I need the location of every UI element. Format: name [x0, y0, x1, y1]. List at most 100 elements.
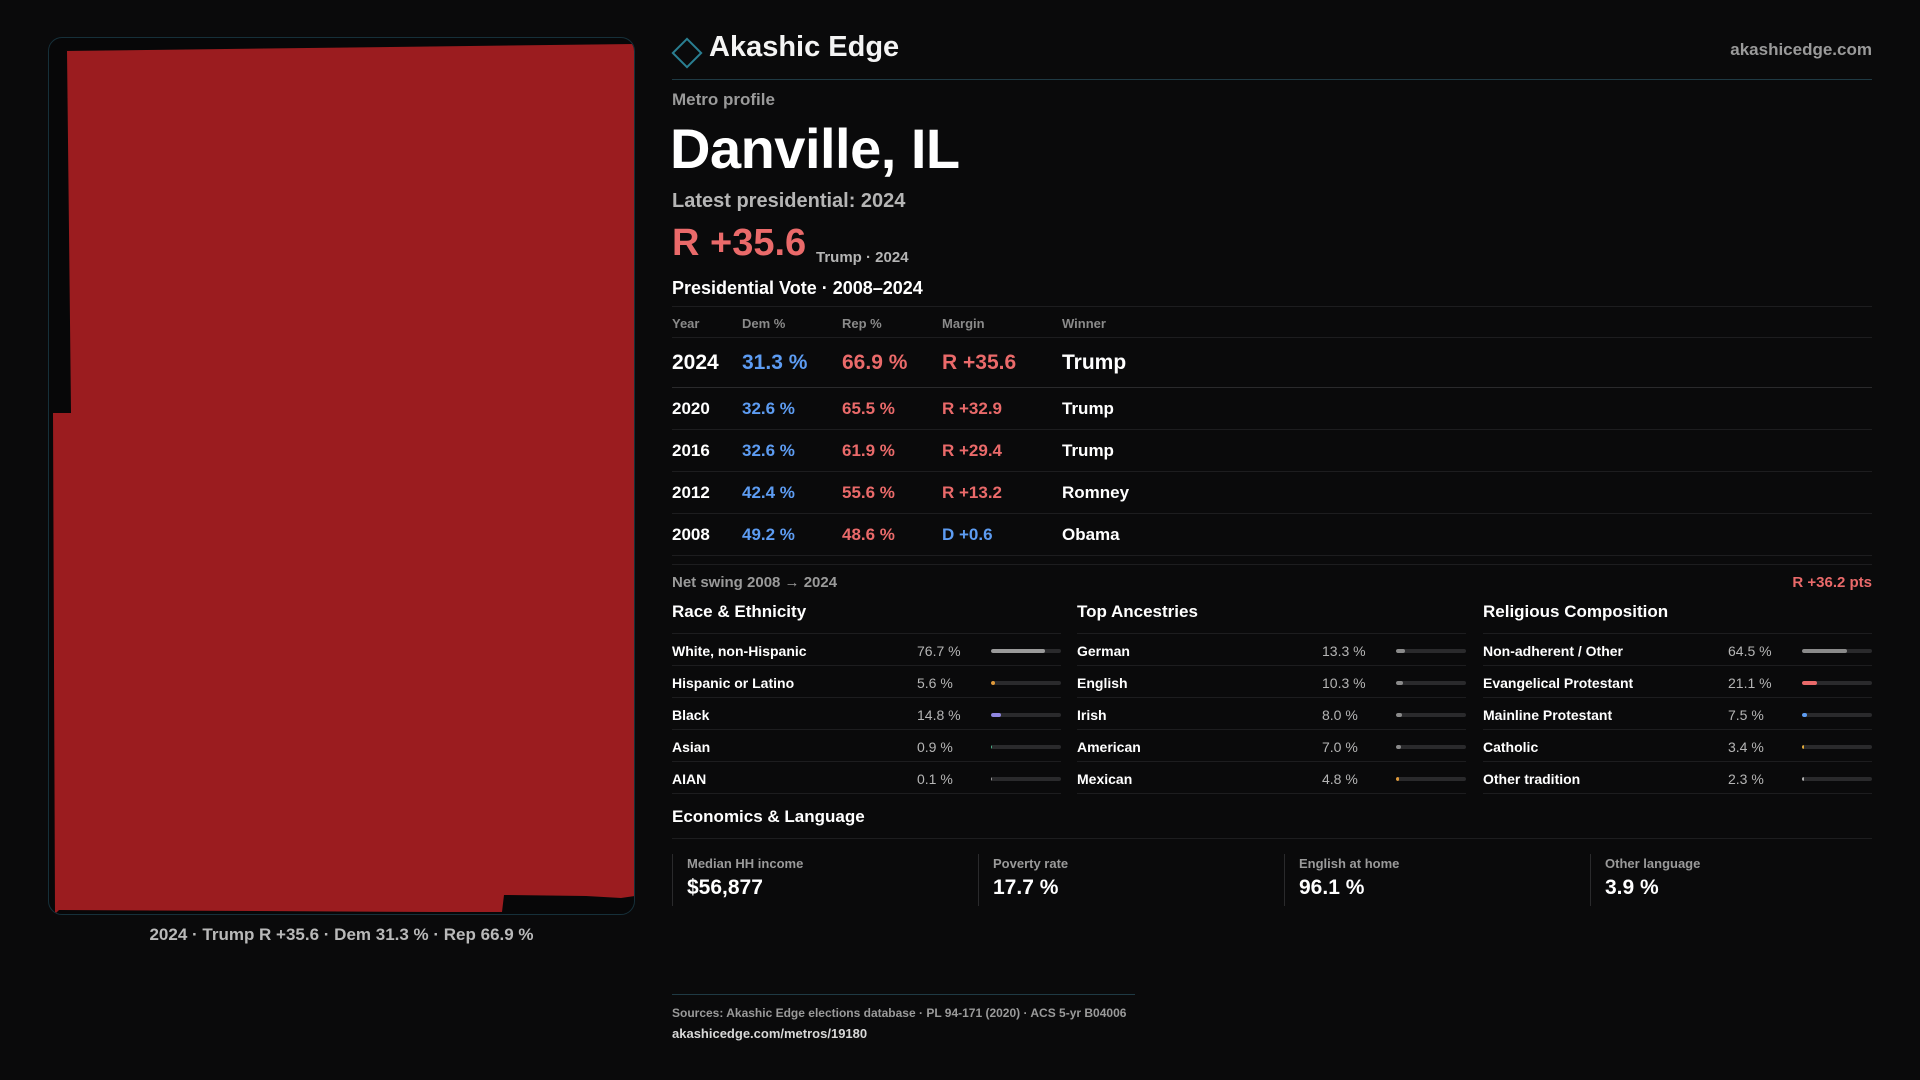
share-bar	[1802, 713, 1872, 717]
page-eyebrow: Metro profile	[672, 90, 775, 109]
item-label: German	[1077, 643, 1130, 659]
cell-winner: Trump	[1062, 351, 1127, 374]
panel-title: Race & Ethnicity	[672, 602, 1061, 634]
item-label: Catholic	[1483, 739, 1539, 755]
presidential-vote-title: Presidential Vote · 2008–2024	[672, 278, 923, 298]
list-item: White, non-Hispanic 76.7 %	[672, 634, 1061, 666]
page-title: Danville, IL	[670, 117, 960, 180]
list-item: Hispanic or Latino 5.6 %	[672, 666, 1061, 698]
list-item: English 10.3 %	[1077, 666, 1466, 698]
share-bar	[991, 713, 1061, 717]
share-bar-fill	[1802, 745, 1805, 749]
footer-url-link[interactable]: akashicedge.com/metros/19180	[672, 1026, 868, 1041]
cell-margin: D +0.6	[942, 525, 993, 544]
net-swing-row: Net swing 2008 → 2024 R +36.2 pts	[672, 564, 1872, 598]
share-bar-fill	[991, 681, 995, 685]
stat-value: 96.1 %	[1299, 876, 1365, 899]
item-value: 4.8 %	[1322, 771, 1358, 787]
cell-year: 2012	[672, 483, 710, 502]
share-bar-fill	[1396, 745, 1401, 749]
share-bar	[1396, 777, 1466, 781]
latest-margin: R +35.6	[672, 222, 807, 264]
item-value: 7.5 %	[1728, 707, 1764, 723]
stat-card-other-language: Other language 3.9 %	[1590, 854, 1880, 906]
religion-panel: Religious Composition Non-adherent / Oth…	[1483, 602, 1872, 794]
item-label: Mexican	[1077, 771, 1133, 787]
item-label: American	[1077, 739, 1141, 755]
table-row: 2008 49.2 % 48.6 % D +0.6 Obama	[672, 514, 1872, 556]
stat-label: Median HH income	[687, 856, 804, 871]
cell-rep: 66.9 %	[842, 351, 908, 374]
share-bar	[1802, 777, 1872, 781]
cell-winner: Trump	[1062, 441, 1114, 460]
item-label: Evangelical Protestant	[1483, 675, 1634, 691]
stat-label: Poverty rate	[993, 856, 1069, 871]
cell-dem: 31.3 %	[742, 351, 808, 374]
stat-value: 3.9 %	[1605, 876, 1659, 899]
col-winner: Winner	[1062, 316, 1106, 331]
brand-name[interactable]: Akashic Edge	[709, 31, 900, 63]
item-label: White, non-Hispanic	[672, 643, 807, 659]
cell-year: 2016	[672, 441, 710, 460]
item-value: 64.5 %	[1728, 643, 1772, 659]
share-bar	[1802, 745, 1872, 749]
share-bar-fill	[1802, 777, 1804, 781]
share-bar	[991, 745, 1061, 749]
share-bar-fill	[991, 777, 993, 781]
brand-header: Akashic Edge akashicedge.com	[671, 30, 1872, 80]
item-label: Asian	[672, 739, 711, 755]
stat-label: English at home	[1299, 856, 1400, 871]
share-bar-fill	[1802, 649, 1848, 653]
cell-margin: R +29.4	[942, 441, 1003, 460]
list-item: Catholic 3.4 %	[1483, 730, 1872, 762]
county-map-svg	[53, 44, 634, 914]
item-value: 14.8 %	[917, 707, 961, 723]
share-bar	[1396, 745, 1466, 749]
share-bar-fill	[1396, 681, 1404, 685]
col-dem: Dem %	[742, 316, 786, 331]
share-bar-fill	[1802, 681, 1817, 685]
list-item: AIAN 0.1 %	[672, 762, 1061, 794]
cell-winner: Obama	[1062, 525, 1120, 544]
county-shape	[53, 44, 634, 914]
item-label: Hispanic or Latino	[672, 675, 795, 691]
item-label: Black	[672, 707, 710, 723]
table-row: 2016 32.6 % 61.9 % R +29.4 Trump	[672, 430, 1872, 472]
share-bar	[991, 777, 1061, 781]
cell-year: 2008	[672, 525, 710, 544]
county-map	[48, 37, 635, 915]
list-item: German 13.3 %	[1077, 634, 1466, 666]
economics-title: Economics & Language	[672, 807, 1872, 839]
cell-rep: 48.6 %	[842, 525, 895, 544]
list-item: American 7.0 %	[1077, 730, 1466, 762]
race-ethnicity-panel: Race & Ethnicity White, non-Hispanic 76.7…	[672, 602, 1061, 794]
stat-value: 17.7 %	[993, 876, 1059, 899]
cell-rep: 55.6 %	[842, 483, 895, 502]
logo-diamond-icon	[671, 37, 703, 69]
list-item: Mexican 4.8 %	[1077, 762, 1466, 794]
col-rep: Rep %	[842, 316, 882, 331]
item-label: Irish	[1077, 707, 1107, 723]
item-value: 76.7 %	[917, 643, 961, 659]
share-bar	[1396, 649, 1466, 653]
table-row: 2012 42.4 % 55.6 % R +13.2 Romney	[672, 472, 1872, 514]
ancestry-panel: Top Ancestries German 13.3 % English 10.3 …	[1077, 602, 1466, 794]
list-item: Asian 0.9 %	[672, 730, 1061, 762]
cell-winner: Romney	[1062, 483, 1130, 502]
list-item: Irish 8.0 %	[1077, 698, 1466, 730]
share-bar	[1802, 681, 1872, 685]
share-bar	[1396, 681, 1466, 685]
cell-year: 2020	[672, 399, 710, 418]
share-bar	[1396, 713, 1466, 717]
share-bar-fill	[1396, 713, 1402, 717]
item-label: Other tradition	[1483, 771, 1581, 787]
brand-url-link[interactable]: akashicedge.com	[1730, 40, 1872, 59]
latest-margin-sub: Trump · 2024	[816, 249, 909, 266]
stat-label: Other language	[1605, 856, 1701, 871]
share-bar-fill	[991, 745, 993, 749]
item-value: 3.4 %	[1728, 739, 1764, 755]
share-bar-fill	[991, 713, 1002, 717]
stat-card-poverty: Poverty rate 17.7 %	[978, 854, 1268, 906]
share-bar	[991, 681, 1061, 685]
item-value: 5.6 %	[917, 675, 953, 691]
